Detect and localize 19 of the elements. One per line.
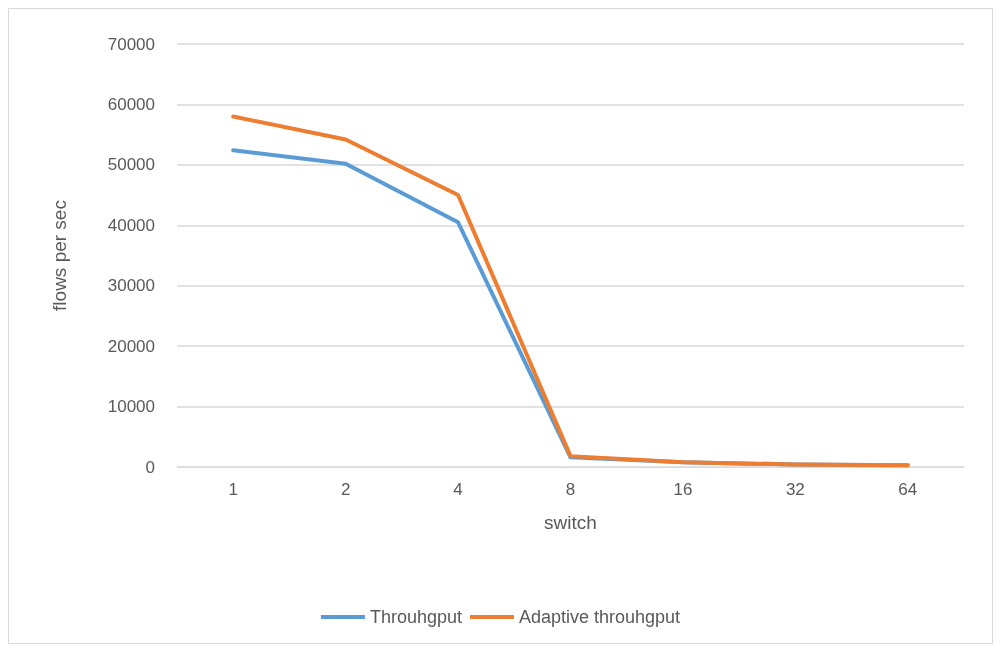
y-tick-label: 20000 — [107, 336, 155, 356]
legend-label: Adaptive throuhgput — [518, 607, 681, 627]
x-tick-label: 32 — [785, 480, 805, 499]
x-axis-title: switch — [544, 512, 597, 533]
x-tick-label: 2 — [340, 480, 351, 499]
y-tick-label: 60000 — [107, 94, 155, 114]
legend-label: Throuhgput — [369, 607, 462, 627]
x-tick-label: 8 — [565, 480, 576, 499]
y-tick-label: 30000 — [107, 276, 155, 296]
x-tick-label: 16 — [673, 480, 693, 499]
y-tick-label: 0 — [145, 457, 155, 477]
y-tick-label: 50000 — [107, 155, 155, 175]
y-tick-label: 40000 — [107, 215, 155, 235]
x-tick-label: 64 — [898, 480, 918, 499]
x-tick-label: 1 — [228, 480, 238, 499]
y-axis-title: flows per sec — [49, 200, 70, 311]
y-tick-label: 70000 — [107, 34, 155, 54]
x-tick-label: 4 — [453, 480, 463, 499]
y-tick-label: 10000 — [107, 397, 155, 417]
